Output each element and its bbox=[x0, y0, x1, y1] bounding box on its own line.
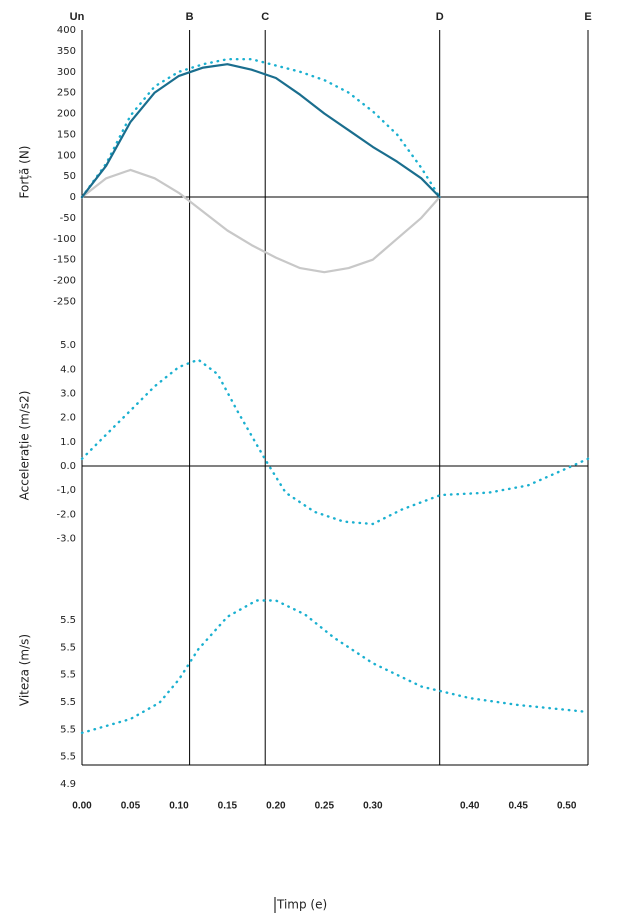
y-tick-label: 400 bbox=[57, 25, 76, 36]
y-axis-label: Viteza (m/s) bbox=[18, 634, 32, 706]
x-tick-label: 0.40 bbox=[460, 801, 480, 812]
series-line bbox=[80, 168, 441, 274]
x-tick-label: 0.10 bbox=[169, 801, 189, 812]
y-tick-label: -3.0 bbox=[56, 534, 76, 545]
y-tick-label: 1.0 bbox=[60, 437, 76, 448]
y-tick-label: 5.5 bbox=[60, 670, 76, 681]
y-tick-label: 250 bbox=[57, 88, 76, 99]
x-axis-label: Timp (e) bbox=[276, 898, 327, 912]
y-tick-label: 5.5 bbox=[60, 697, 76, 708]
x-tick-label: 0.00 bbox=[72, 801, 92, 812]
x-tick-label: 0.05 bbox=[121, 801, 141, 812]
y-tick-label: 0 bbox=[70, 192, 76, 203]
y-tick-label: 50 bbox=[63, 171, 76, 182]
y-tick-label: 5.5 bbox=[60, 615, 76, 626]
y-tick-label: 300 bbox=[57, 67, 76, 78]
y-tick-label: -200 bbox=[53, 276, 76, 287]
y-tick-label: -150 bbox=[53, 255, 76, 266]
y-tick-label: -250 bbox=[53, 296, 76, 307]
series-line bbox=[80, 63, 441, 199]
phase-label: D bbox=[436, 11, 444, 23]
y-tick-label: -1,0 bbox=[56, 485, 76, 496]
phase-label: B bbox=[186, 11, 194, 23]
y-tick-label: 5.5 bbox=[60, 724, 76, 735]
y-tick-label: 4.9 bbox=[60, 779, 76, 790]
y-tick-label: 0.0 bbox=[60, 461, 76, 472]
x-tick-label: 0.25 bbox=[315, 801, 335, 812]
y-tick-label: 200 bbox=[57, 109, 76, 120]
phase-label: E bbox=[584, 11, 591, 23]
y-axis-label: Accelerație (m/s2) bbox=[18, 391, 32, 501]
y-tick-label: 2.0 bbox=[60, 413, 76, 424]
y-tick-label: 150 bbox=[57, 129, 76, 140]
y-tick-label: 5.5 bbox=[60, 752, 76, 763]
x-tick-label: 0.45 bbox=[508, 801, 528, 812]
y-tick-label: -100 bbox=[53, 234, 76, 245]
x-tick-label: 0.15 bbox=[218, 801, 238, 812]
x-tick-label: 0.20 bbox=[266, 801, 286, 812]
y-tick-label: 3.0 bbox=[60, 389, 76, 400]
y-tick-label: -2.0 bbox=[56, 509, 76, 520]
series-line bbox=[80, 599, 590, 735]
phase-label: C bbox=[261, 11, 269, 23]
y-tick-label: 100 bbox=[57, 150, 76, 161]
x-tick-label: 0.30 bbox=[363, 801, 383, 812]
series-line bbox=[80, 58, 441, 199]
y-tick-label: 350 bbox=[57, 46, 76, 57]
y-tick-label: 5.5 bbox=[60, 642, 76, 653]
x-tick-label: 0.50 bbox=[557, 801, 577, 812]
y-tick-label: 4.0 bbox=[60, 364, 76, 375]
y-tick-label: 5.0 bbox=[60, 340, 76, 351]
series-line bbox=[80, 358, 590, 526]
phase-label: Un bbox=[70, 11, 85, 23]
y-axis-label: Forță (N) bbox=[18, 146, 32, 199]
y-tick-label: -50 bbox=[60, 213, 76, 224]
